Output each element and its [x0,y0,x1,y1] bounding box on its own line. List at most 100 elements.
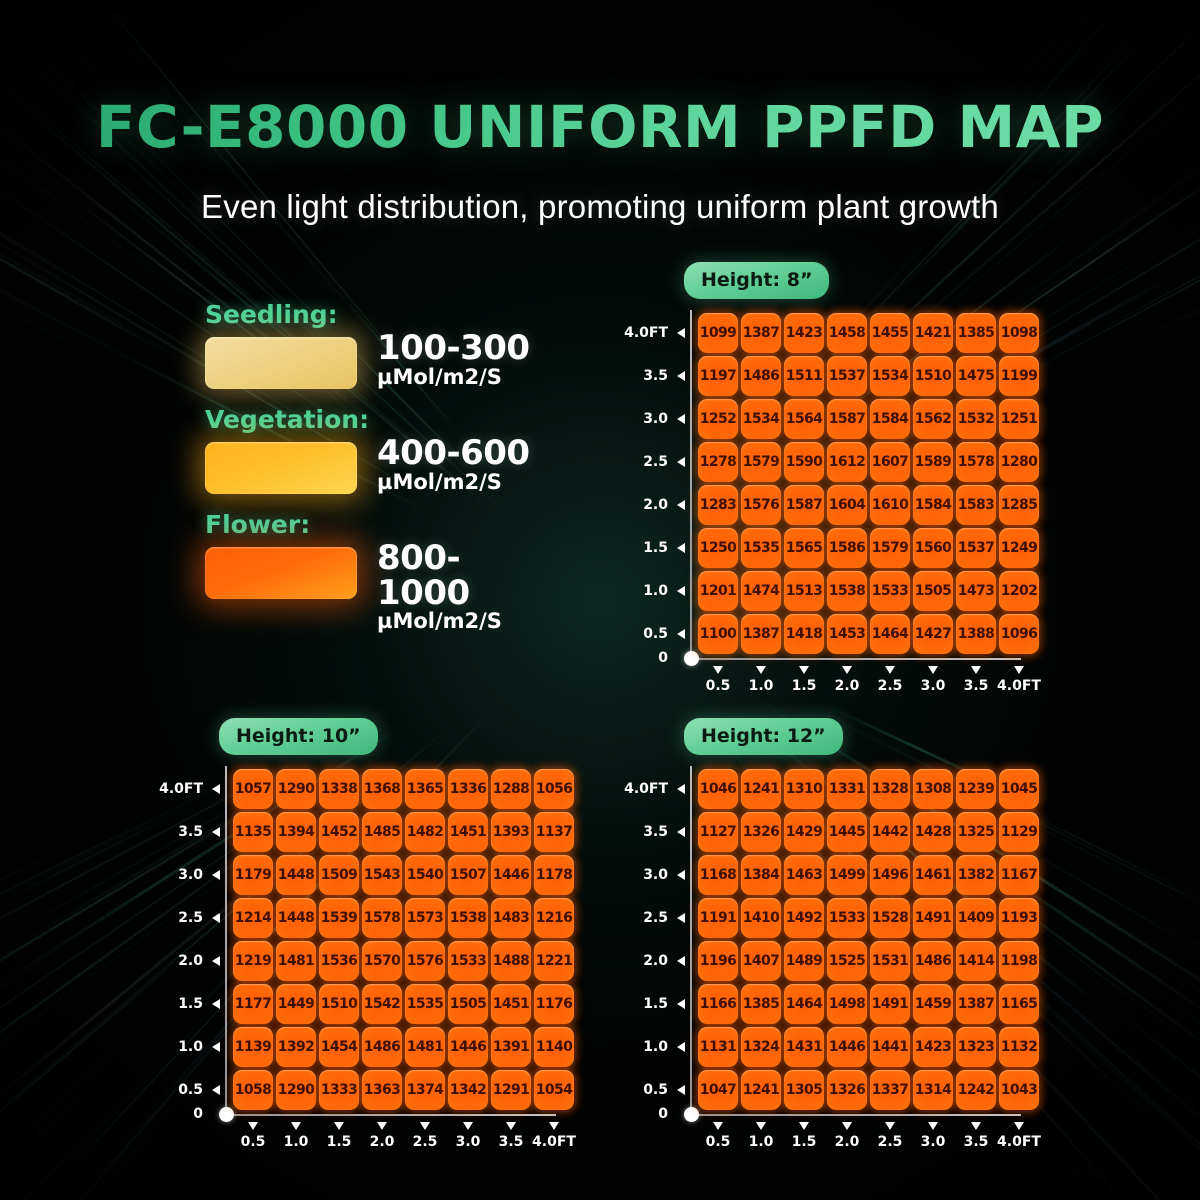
ppfd-cell: 1486 [741,356,781,396]
ppfd-cell: 1584 [870,399,910,439]
y-axis-label: 0.5 [643,626,668,642]
ppfd-cell: 1431 [784,1027,824,1067]
y-axis-label: 3.0 [643,411,668,427]
y-axis-line [690,766,692,1114]
ppfd-cell: 1570 [362,941,402,981]
x-axis-tick-group: 1.0 [741,1122,781,1150]
y-axis-origin-label: 0 [193,1106,203,1122]
ppfd-cell: 1590 [784,442,824,482]
ppfd-cell: 1047 [698,1070,738,1110]
x-axis-tick-group: 2.0 [827,1122,867,1150]
ppfd-cell: 1446 [491,855,531,895]
ppfd-cell: 1250 [698,528,738,568]
y-axis-tick [212,870,220,880]
ppfd-cell: 1492 [784,898,824,938]
y-axis-label: 1.5 [643,996,668,1012]
y-axis-origin-label: 0 [658,650,668,666]
y-axis-tick [677,784,685,794]
ppfd-cell: 1058 [233,1070,273,1110]
x-axis-tick-group: 3.0 [913,666,953,694]
y-axis-tick [677,543,685,553]
ppfd-cell: 1179 [233,855,273,895]
x-axis-label: 0.5 [705,1134,731,1150]
y-axis-label: 1.0 [643,1039,668,1055]
y-axis: 4.0FT 3.5 3.0 2.5 2.0 1.5 1.0 0.5 [159,766,225,1118]
ppfd-cell: 1414 [956,941,996,981]
ppfd-cell: 1459 [913,984,953,1024]
legend-item-range: 800-1000 [377,538,470,613]
x-axis-tick-group: 4.0FT [532,1122,576,1150]
ppfd-cell: 1446 [448,1027,488,1067]
x-axis-label: 2.0 [834,1134,860,1150]
y-axis-label: 4.0FT [159,781,203,797]
y-axis-label: 4.0FT [624,781,668,797]
ppfd-cell: 1288 [491,769,531,809]
x-axis-tick [842,1122,852,1130]
ppfd-cell: 1537 [827,356,867,396]
x-axis-label: 4.0FT [997,1134,1041,1150]
origin-dot [684,1107,699,1122]
ppfd-cell: 1496 [870,855,910,895]
x-axis-line [691,658,1021,660]
x-axis-tick-group: 4.0FT [997,1122,1041,1150]
ppfd-cell: 1131 [698,1027,738,1067]
legend-color-swatch-flower [205,547,357,599]
ppfd-cell: 1505 [448,984,488,1024]
ppfd-cell: 1167 [999,855,1039,895]
ppfd-cell: 1579 [741,442,781,482]
ppfd-cell: 1451 [491,984,531,1024]
legend-item-label: Vegetation: [205,405,370,434]
ppfd-cell: 1199 [999,356,1039,396]
ppfd-cell: 1533 [870,571,910,611]
x-axis-tick [291,1122,301,1130]
y-axis-label: 0.5 [178,1082,203,1098]
ppfd-cell: 1578 [956,442,996,482]
ppfd-cell: 1046 [698,769,738,809]
ppfd-cell: 1333 [319,1070,359,1110]
ppfd-cell: 1604 [827,485,867,525]
ppfd-cell: 1536 [319,941,359,981]
ppfd-cell: 1511 [784,356,824,396]
ppfd-cell: 1176 [534,984,574,1024]
ppfd-cell: 1382 [956,855,996,895]
y-axis-tick [677,1042,685,1052]
y-axis: 4.0FT 3.5 3.0 2.5 2.0 1.5 1.0 0.5 [624,310,690,662]
ppfd-cell: 1584 [913,485,953,525]
x-axis-label: 3.0 [920,678,946,694]
x-axis-label: 1.5 [326,1134,352,1150]
ppfd-cell: 1418 [784,614,824,654]
ppfd-cell: 1337 [870,1070,910,1110]
x-axis-tick [713,666,723,674]
ppfd-cell: 1507 [448,855,488,895]
ppfd-cell: 1489 [784,941,824,981]
ppfd-cell: 1201 [698,571,738,611]
ppfd-cell: 1428 [913,812,953,852]
ppfd-cell: 1429 [784,812,824,852]
ppfd-cell: 1100 [698,614,738,654]
ppfd-cell: 1531 [870,941,910,981]
ppfd-cell: 1290 [276,769,316,809]
x-axis-tick-group: 3.0 [913,1122,953,1150]
ppfd-cell: 1249 [999,528,1039,568]
legend-item-range: 400-600 [377,433,530,473]
x-axis-line [691,1114,1021,1116]
ppfd-cell: 1454 [319,1027,359,1067]
ppfd-cell: 1463 [784,855,824,895]
ppfd-cell: 1573 [405,898,445,938]
ppfd-cell: 1535 [405,984,445,1024]
ppfd-value-grid: 1099 1387 1423 1458 1455 1421 1385 1098 1197 1486… [698,313,1039,654]
ppfd-cell: 1393 [491,812,531,852]
ppfd-cell: 1054 [534,1070,574,1110]
ppfd-cell: 1461 [913,855,953,895]
ppfd-cell: 1127 [698,812,738,852]
ppfd-cell: 1241 [741,769,781,809]
x-axis-tick-group: 0.5 [698,1122,738,1150]
ppfd-cell: 1576 [741,485,781,525]
x-axis-label: 3.5 [498,1134,524,1150]
ppfd-cell: 1221 [534,941,574,981]
ppfd-cell: 1488 [491,941,531,981]
x-axis-tick-group: 4.0FT [997,666,1041,694]
ppfd-cell: 1325 [956,812,996,852]
ppfd-cell: 1578 [362,898,402,938]
y-axis-line [690,310,692,658]
